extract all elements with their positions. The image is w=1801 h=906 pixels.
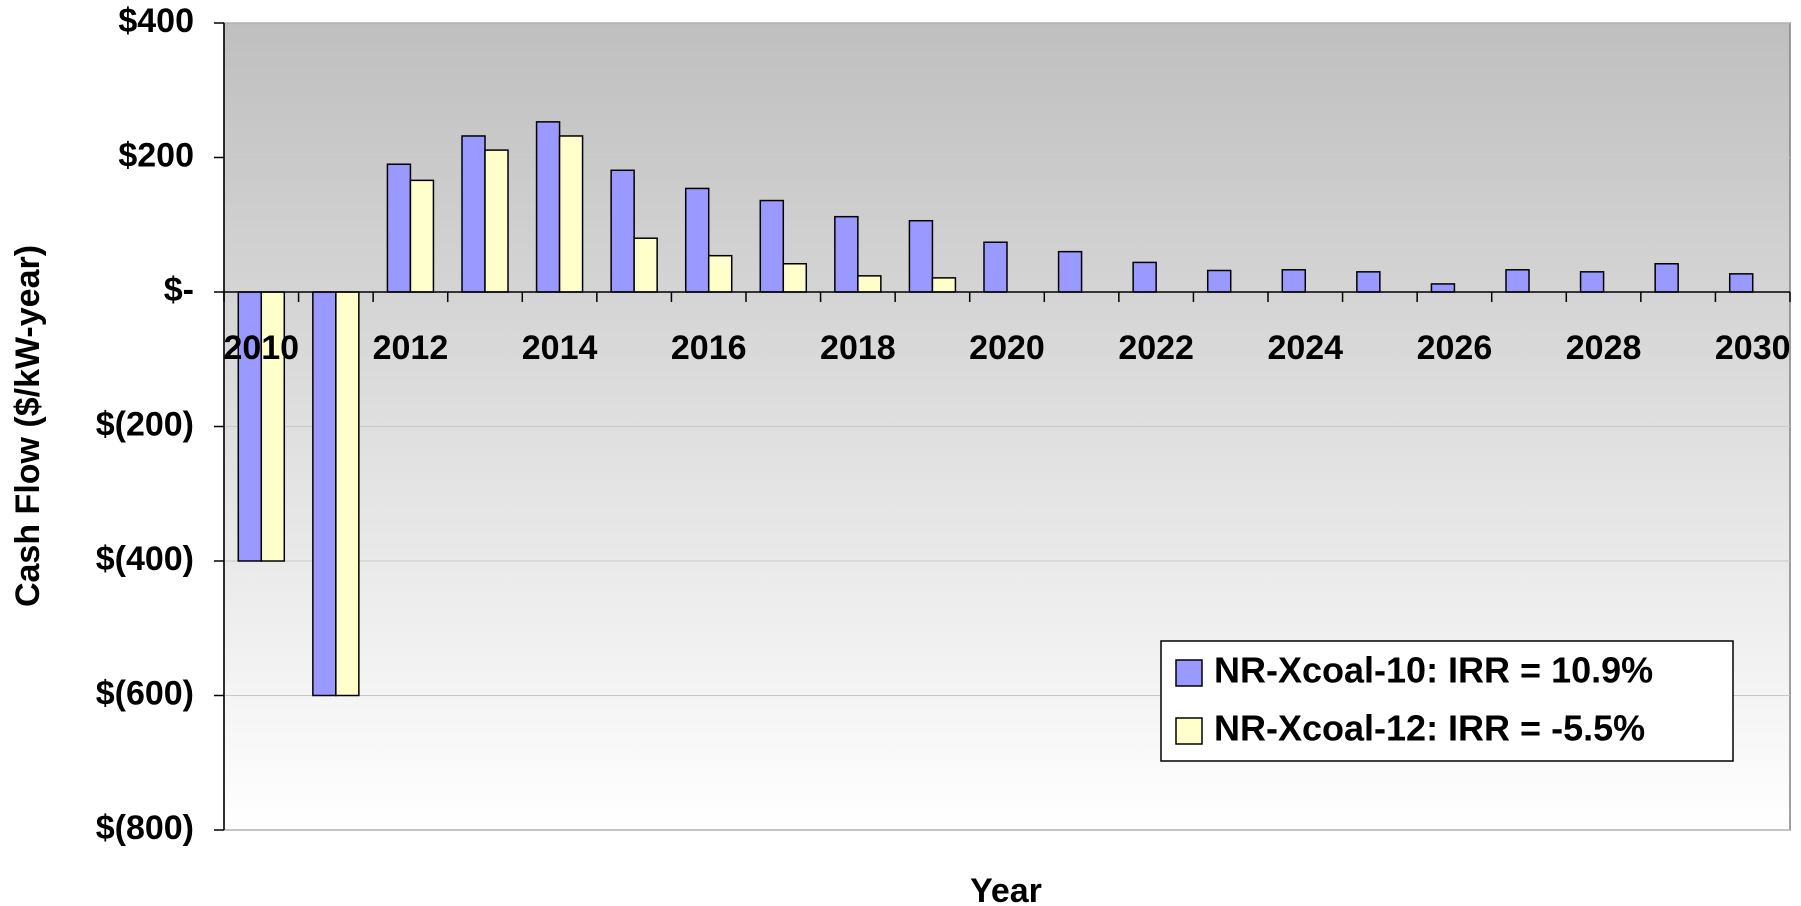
legend-swatch — [1175, 659, 1203, 687]
legend — [1160, 640, 1734, 762]
bar — [633, 237, 658, 293]
x-tick-label: 2014 — [522, 329, 598, 367]
bar — [461, 135, 486, 293]
bar — [908, 219, 934, 293]
bar — [931, 277, 957, 293]
y-tick-label: $(800) — [96, 809, 194, 847]
x-tick-label: 2028 — [1566, 329, 1642, 367]
bar — [409, 179, 435, 293]
bar — [484, 149, 509, 293]
bar — [1132, 261, 1157, 293]
bar — [1430, 283, 1456, 293]
bar — [1356, 271, 1381, 293]
legend-label: NR-Xcoal-12: IRR = -5.5% — [1214, 708, 1645, 749]
bar — [335, 291, 360, 697]
y-axis-title: Cash Flow ($/kW-year) — [9, 245, 47, 607]
bar — [782, 263, 808, 293]
bar — [684, 187, 710, 293]
bar — [1505, 269, 1530, 293]
x-tick-label: 2022 — [1118, 329, 1194, 367]
x-axis-title: Year — [970, 872, 1042, 906]
y-tick-label: $200 — [118, 136, 194, 174]
bar — [386, 163, 412, 293]
x-tick-label: 2020 — [969, 329, 1045, 367]
bar — [1728, 273, 1754, 293]
x-tick-label: 2018 — [820, 329, 896, 367]
bar — [610, 169, 635, 293]
bar — [834, 215, 859, 293]
bar — [1281, 269, 1307, 293]
bar — [1057, 250, 1083, 293]
x-tick-label: 2016 — [671, 329, 747, 367]
bar — [857, 275, 882, 293]
legend-label: NR-Xcoal-10: IRR = 10.9% — [1214, 650, 1653, 691]
bar — [1206, 269, 1232, 293]
x-tick-label: 2030 — [1715, 329, 1791, 367]
y-tick-label: $400 — [118, 2, 194, 40]
x-tick-label: 2012 — [373, 329, 449, 367]
bar — [535, 121, 561, 293]
bar — [558, 135, 584, 293]
x-tick-label: 2026 — [1417, 329, 1493, 367]
y-tick-label: $(400) — [96, 540, 194, 578]
bar — [759, 199, 785, 293]
x-tick-label: 2024 — [1267, 329, 1343, 367]
bar — [1579, 271, 1605, 293]
x-tick-label: 2010 — [223, 329, 299, 367]
bar — [312, 291, 337, 697]
y-tick-label: $(200) — [96, 405, 194, 443]
bar — [983, 241, 1008, 293]
bar — [1654, 263, 1679, 293]
y-tick-label: $(600) — [96, 674, 194, 712]
bar — [707, 254, 733, 293]
legend-swatch — [1175, 717, 1203, 745]
y-tick-label: $- — [164, 271, 194, 309]
